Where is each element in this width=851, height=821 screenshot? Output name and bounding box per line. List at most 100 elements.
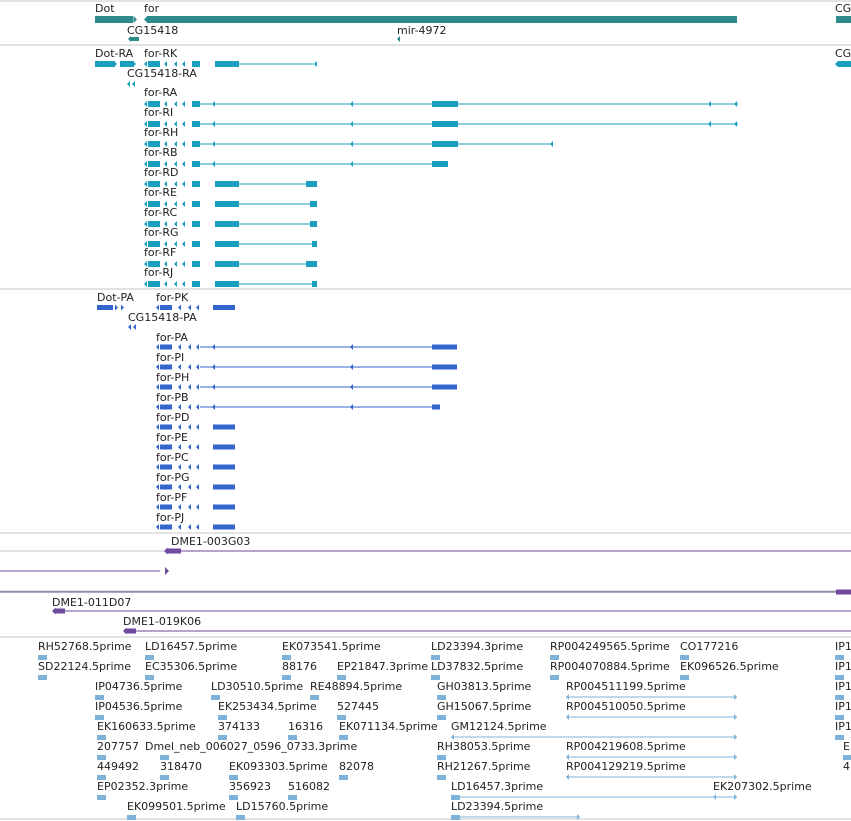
est-label[interactable]: LD16457.5prime	[145, 640, 237, 653]
exon[interactable]	[215, 181, 239, 187]
exon[interactable]	[432, 101, 458, 107]
est-read[interactable]	[437, 775, 446, 780]
est-read[interactable]	[288, 735, 297, 740]
clone-label-dme1-011d07[interactable]: DME1-011D07	[52, 596, 131, 609]
exon[interactable]	[432, 141, 458, 147]
est-label[interactable]: 16316	[288, 720, 323, 733]
exon[interactable]	[310, 221, 317, 227]
gene-label-for[interactable]: for	[144, 2, 160, 15]
exon[interactable]	[213, 444, 235, 450]
exon[interactable]	[148, 121, 160, 127]
est-read[interactable]	[95, 715, 104, 720]
exon[interactable]	[213, 504, 235, 510]
protein-label-for-pg[interactable]: for-PG	[156, 471, 190, 484]
protein-label-for-ph[interactable]: for-PH	[156, 371, 189, 384]
transcript-label-for-ri[interactable]: for-RI	[144, 106, 173, 119]
exon[interactable]	[306, 261, 317, 267]
est-read[interactable]	[95, 695, 104, 700]
exon[interactable]	[215, 261, 239, 267]
exon[interactable]	[160, 344, 172, 350]
est-label[interactable]: RP004070884.5prime	[550, 660, 670, 673]
est-label[interactable]: EK093303.5prime	[229, 760, 328, 773]
est-read[interactable]	[550, 655, 559, 660]
exon[interactable]	[432, 121, 458, 127]
est-label[interactable]: RH21267.5prime	[437, 760, 531, 773]
est-label[interactable]: RP004129219.5prime	[566, 760, 686, 773]
est-label[interactable]: 82078	[339, 760, 374, 773]
exon[interactable]	[213, 464, 235, 470]
gene-label-cg15418[interactable]: CG15418	[127, 24, 178, 37]
gene-cg15418[interactable]	[130, 37, 139, 41]
est-read[interactable]	[229, 775, 238, 780]
exon[interactable]	[215, 201, 239, 207]
est-label[interactable]: RP004219608.5prime	[566, 740, 686, 753]
est-label[interactable]: LD37832.5prime	[431, 660, 523, 673]
est-label[interactable]: IP04736.5prime	[95, 680, 183, 693]
est-label[interactable]: GH15067.5prime	[437, 700, 532, 713]
est-read[interactable]	[680, 675, 689, 680]
est-label[interactable]: IP1	[835, 680, 851, 693]
exon[interactable]	[432, 344, 457, 350]
est-label[interactable]: CO177216	[680, 640, 738, 653]
est-label[interactable]: EK099501.5prime	[127, 800, 226, 813]
est-label[interactable]: RP004249565.5prime	[550, 640, 670, 653]
clone-bar[interactable]	[836, 589, 851, 595]
est-label[interactable]: SD22124.5prime	[38, 660, 131, 673]
est-label[interactable]: IP1	[835, 640, 851, 653]
protein-label-for-pa[interactable]: for-PA	[156, 331, 188, 344]
exon[interactable]	[148, 261, 160, 267]
protein-label-for-pf[interactable]: for-PF	[156, 491, 187, 504]
est-read[interactable]	[680, 655, 689, 660]
protein-label-for-pk[interactable]: for-PK	[156, 291, 189, 304]
est-label[interactable]: LD16457.3prime	[451, 780, 543, 793]
exon[interactable]	[160, 504, 172, 510]
exon[interactable]	[160, 524, 172, 530]
exon[interactable]	[95, 61, 115, 67]
transcript-label-for-rh[interactable]: for-RH	[144, 126, 178, 139]
exon[interactable]	[148, 241, 160, 247]
est-label[interactable]: RH52768.5prime	[38, 640, 132, 653]
est-label[interactable]: EK160633.5prime	[97, 720, 196, 733]
protein-label-for-pi[interactable]: for-PI	[156, 351, 184, 364]
transcript-label-for-ra[interactable]: for-RA	[144, 86, 178, 99]
est-label[interactable]: RP004510050.5prime	[566, 700, 686, 713]
est-label[interactable]: EC35306.5prime	[145, 660, 237, 673]
gene-label-cg-right[interactable]: CG	[835, 2, 851, 15]
est-read[interactable]	[160, 775, 169, 780]
est-read[interactable]	[337, 715, 346, 720]
est-read[interactable]	[97, 735, 106, 740]
exon[interactable]	[192, 141, 200, 147]
est-read[interactable]	[550, 675, 559, 680]
est-label[interactable]: LD23394.3prime	[431, 640, 523, 653]
est-read[interactable]	[437, 695, 446, 700]
est-read[interactable]	[282, 655, 291, 660]
est-label[interactable]: LD15760.5prime	[236, 800, 328, 813]
exon[interactable]	[213, 424, 235, 430]
est-read[interactable]	[211, 695, 220, 700]
est-read[interactable]	[218, 715, 227, 720]
exon[interactable]	[148, 161, 160, 167]
gene-label-mir-4972[interactable]: mir-4972	[397, 24, 447, 37]
exon[interactable]	[192, 161, 200, 167]
est-read[interactable]	[431, 675, 440, 680]
est-label[interactable]: EK253434.5prime	[218, 700, 317, 713]
transcript-label-dot-ra[interactable]: Dot-RA	[95, 47, 134, 60]
exon[interactable]	[432, 161, 448, 167]
exon[interactable]	[148, 101, 160, 107]
est-label[interactable]: 207757	[97, 740, 139, 753]
exon[interactable]	[148, 61, 160, 67]
est-read[interactable]	[160, 755, 169, 760]
clone-label-dme1-003g03[interactable]: DME1-003G03	[171, 535, 250, 548]
est-label[interactable]: 527445	[337, 700, 379, 713]
exon[interactable]	[213, 484, 235, 490]
exon[interactable]	[160, 384, 172, 390]
est-label[interactable]: IP04536.5prime	[95, 700, 183, 713]
est-read[interactable]	[97, 755, 106, 760]
exon[interactable]	[160, 444, 172, 450]
exon[interactable]	[213, 305, 235, 310]
exon[interactable]	[120, 61, 134, 67]
est-read[interactable]	[218, 735, 227, 740]
est-label[interactable]: RP004511199.5prime	[566, 680, 686, 693]
est-read[interactable]	[337, 675, 346, 680]
est-label[interactable]: 516082	[288, 780, 330, 793]
